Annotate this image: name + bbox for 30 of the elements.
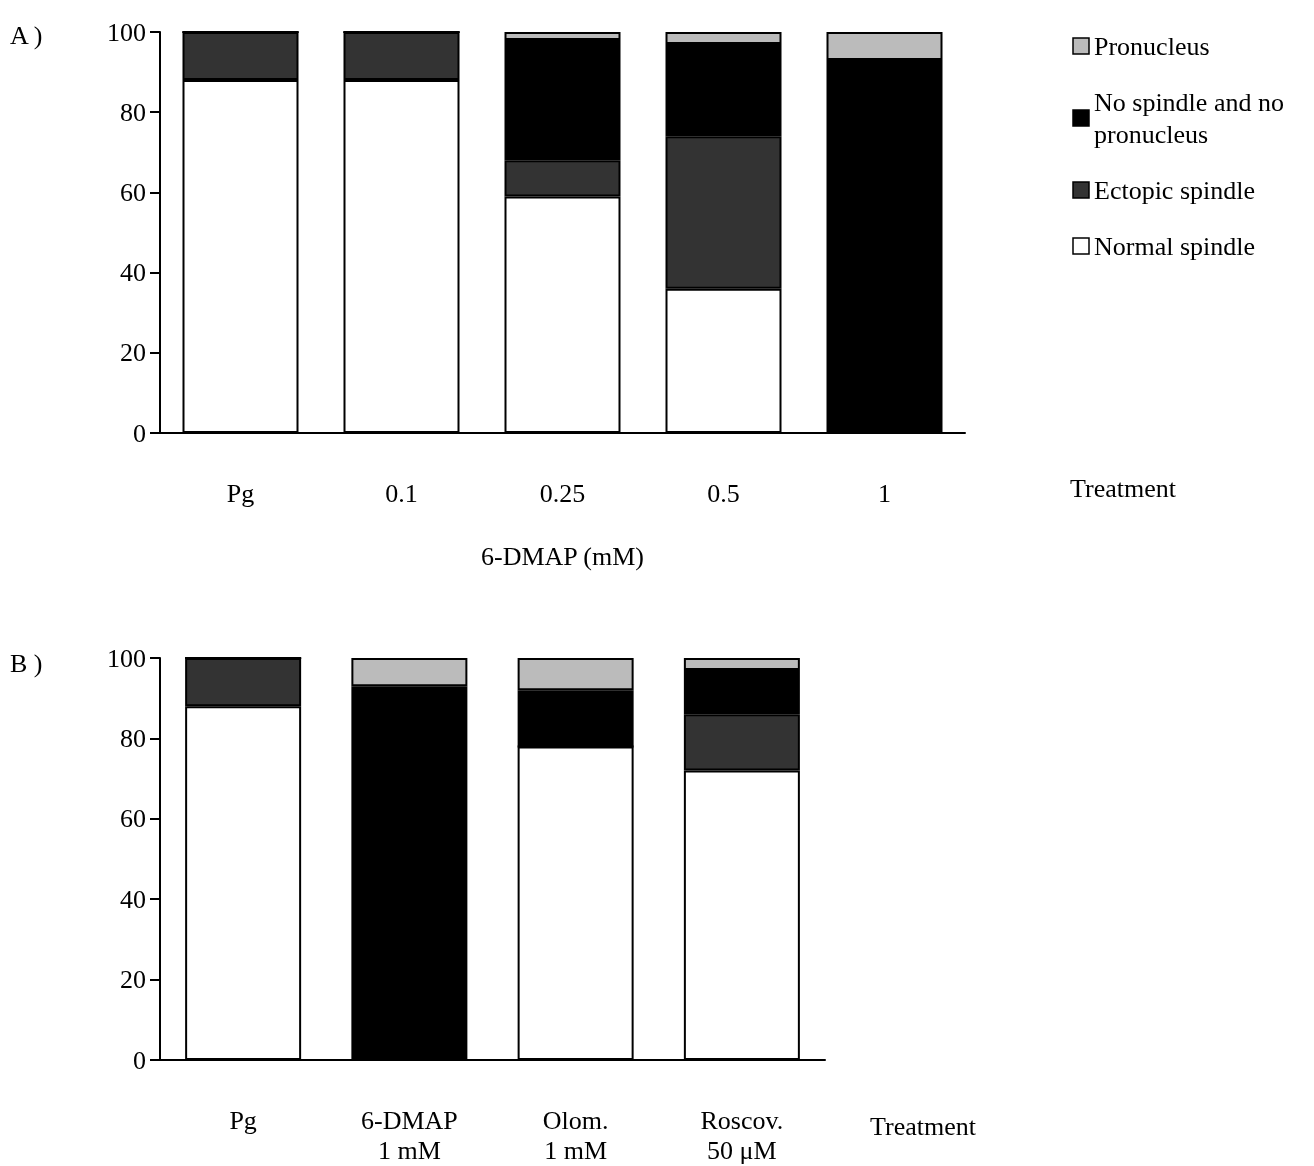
y-tick-label: 20 xyxy=(120,338,146,368)
x-tick-label: Pg xyxy=(226,478,255,508)
y-tick-label: 100 xyxy=(107,643,146,673)
x-tick-label: Pg xyxy=(229,1105,257,1135)
x-tick-label: 0.1 xyxy=(385,478,418,508)
x-tick-label: 1 xyxy=(878,478,891,508)
y-tick-label: 40 xyxy=(120,884,146,914)
y-tick-label: 80 xyxy=(120,723,146,753)
x-tick-label: 0.5 xyxy=(707,478,740,508)
y-tick-label: 0 xyxy=(133,418,146,448)
y-tick-label: 60 xyxy=(120,804,146,834)
y-tick-label: 40 xyxy=(120,258,146,288)
y-tick-label: 20 xyxy=(120,965,146,995)
x-tick-label: Olom. 1 mM xyxy=(542,1105,609,1165)
x-tick-label: Roscov. 50 μM xyxy=(700,1105,784,1165)
text: B ) xyxy=(10,648,43,678)
text: A ) xyxy=(10,20,43,50)
text: Treatment xyxy=(1070,473,1177,503)
y-tick-label: 80 xyxy=(120,97,146,127)
legend-label: Pronucleus xyxy=(1094,31,1210,61)
x-tick-label: 6-DMAP 1 mM xyxy=(360,1105,458,1165)
legend-label: Ectopic spindle xyxy=(1094,175,1256,205)
x-axis-title: 6-DMAP (mM) xyxy=(481,541,644,571)
legend-label: No spindle and no pronucleus xyxy=(1094,87,1291,149)
y-tick-label: 60 xyxy=(120,177,146,207)
legend-label: Normal spindle xyxy=(1094,231,1256,261)
y-tick-label: 100 xyxy=(107,17,146,47)
x-tick-label: 0.25 xyxy=(539,478,586,508)
text: Treatment xyxy=(870,1111,977,1141)
y-tick-label: 0 xyxy=(133,1045,146,1075)
